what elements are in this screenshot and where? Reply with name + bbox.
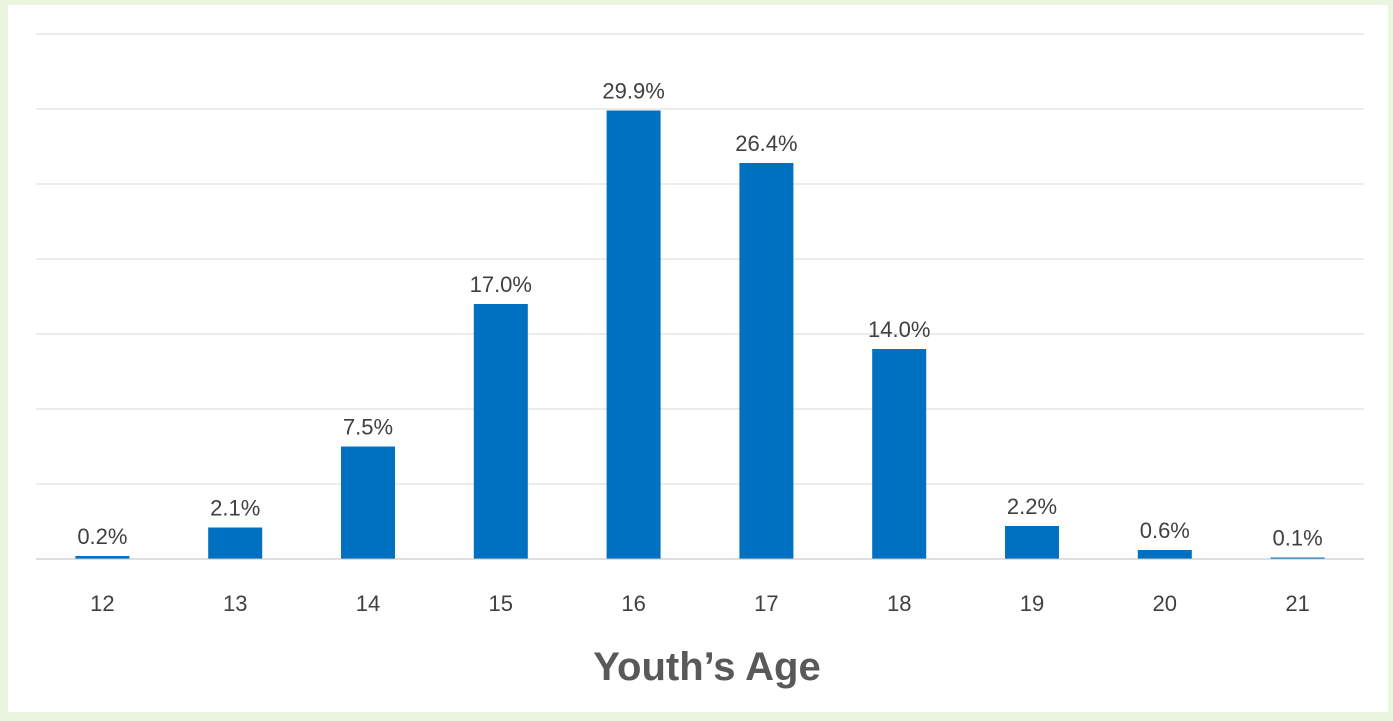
x-tick-label-15: 15 bbox=[489, 591, 513, 616]
x-tick-label-20: 20 bbox=[1153, 591, 1177, 616]
bar-18 bbox=[872, 349, 927, 559]
data-label-14: 7.5% bbox=[343, 415, 393, 440]
bar-20 bbox=[1137, 550, 1192, 559]
data-label-12: 0.2% bbox=[77, 524, 127, 549]
data-label-19: 2.2% bbox=[1007, 494, 1057, 519]
bar-16 bbox=[606, 110, 661, 559]
bars bbox=[75, 110, 1325, 559]
chart-frame: 0.2% 2.1% 7.5% 17.0% 29.9% 26.4% 14.0% 2.2% 0.6%… bbox=[8, 5, 1388, 712]
bar-17 bbox=[739, 163, 794, 559]
x-tick-label-17: 17 bbox=[754, 591, 778, 616]
data-label-13: 2.1% bbox=[210, 496, 260, 521]
bar-chart: 0.2% 2.1% 7.5% 17.0% 29.9% 26.4% 14.0% 2.2% 0.6%… bbox=[36, 33, 1364, 689]
bar-15 bbox=[473, 304, 528, 559]
x-tick-labels: 12 13 14 15 16 17 18 19 20 21 bbox=[90, 591, 1310, 616]
data-label-16: 29.9% bbox=[602, 79, 664, 104]
bar-12 bbox=[75, 556, 130, 559]
bar-13 bbox=[208, 527, 263, 559]
bar-19 bbox=[1005, 526, 1059, 559]
x-axis-title: Youth’s Age bbox=[593, 645, 820, 689]
data-label-20: 0.6% bbox=[1140, 518, 1190, 543]
bar-14 bbox=[341, 446, 395, 559]
data-label-17: 26.4% bbox=[735, 131, 797, 156]
x-tick-label-21: 21 bbox=[1285, 591, 1309, 616]
x-tick-label-18: 18 bbox=[887, 591, 911, 616]
data-label-15: 17.0% bbox=[470, 272, 532, 297]
bar-21 bbox=[1270, 557, 1325, 559]
data-label-21: 0.1% bbox=[1273, 526, 1323, 551]
data-labels: 0.2% 2.1% 7.5% 17.0% 29.9% 26.4% 14.0% 2.2% 0.6%… bbox=[77, 79, 1322, 551]
gridlines bbox=[36, 33, 1364, 485]
x-tick-label-12: 12 bbox=[90, 591, 114, 616]
data-label-18: 14.0% bbox=[868, 317, 930, 342]
x-tick-label-14: 14 bbox=[356, 591, 380, 616]
x-tick-label-16: 16 bbox=[621, 591, 645, 616]
x-tick-label-19: 19 bbox=[1020, 591, 1044, 616]
x-tick-label-13: 13 bbox=[223, 591, 247, 616]
